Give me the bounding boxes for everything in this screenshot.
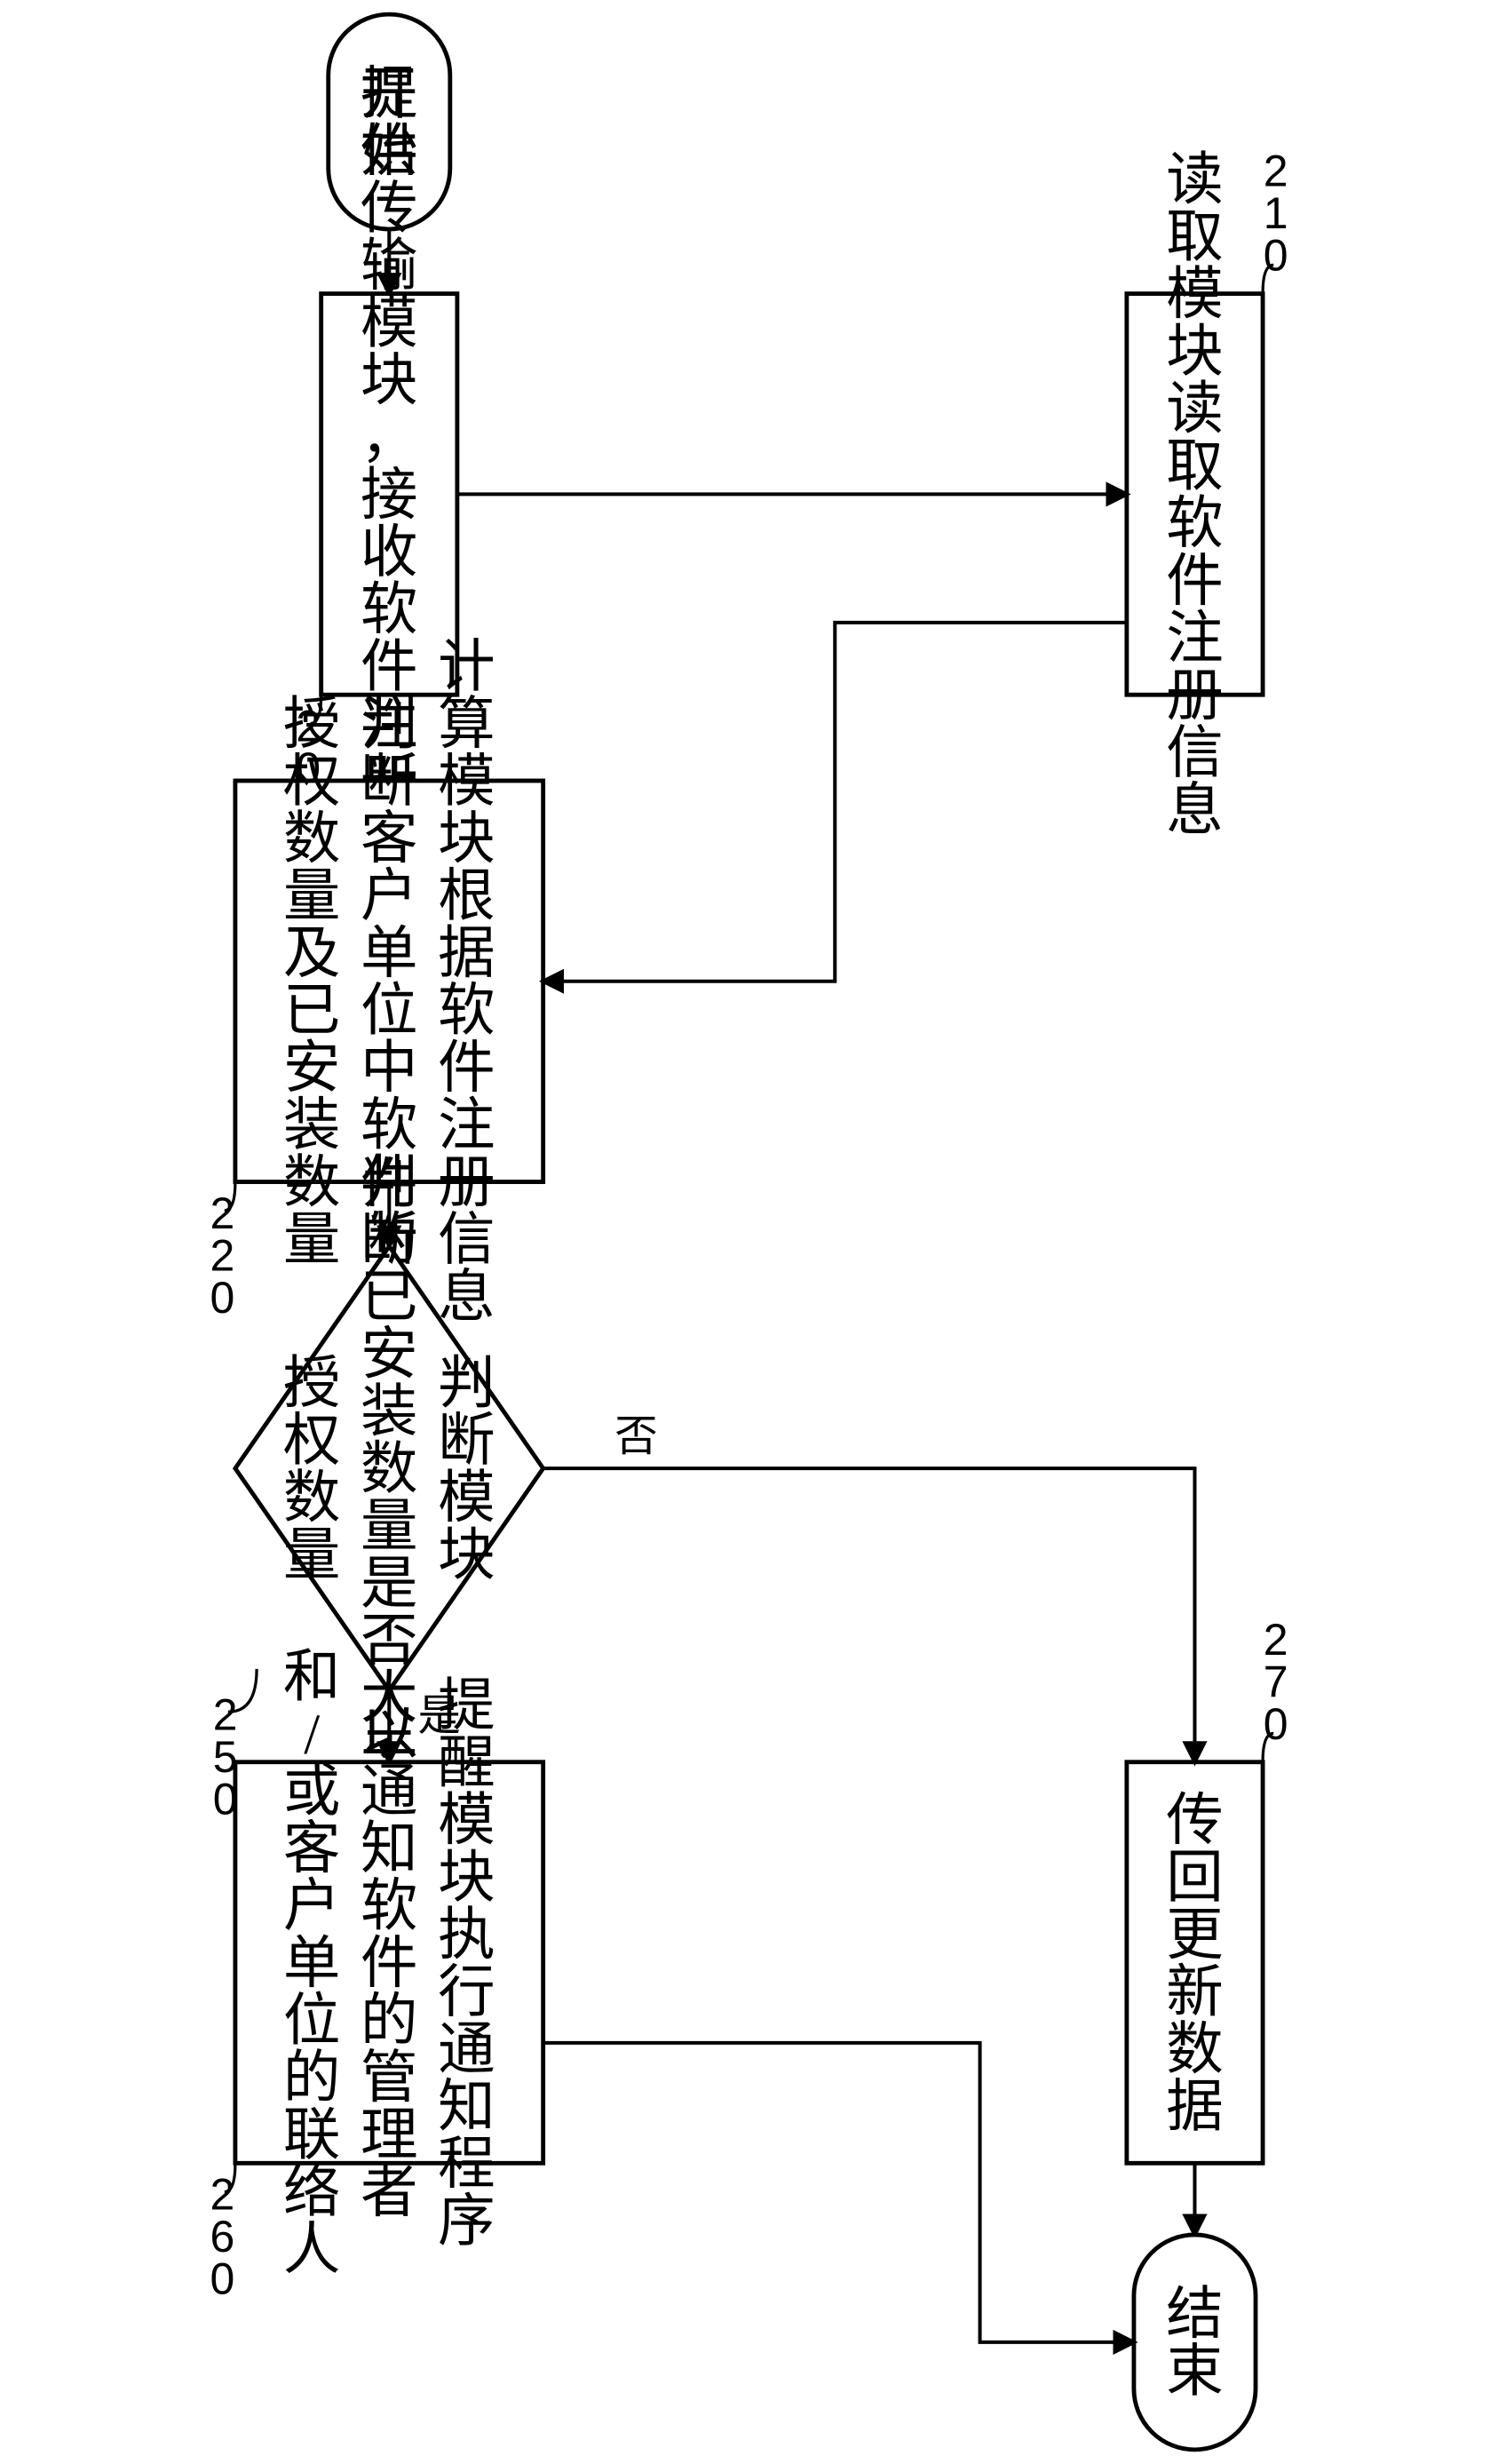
- node-260-label: 以通知软件的管理者: [361, 1703, 418, 2224]
- node-270-label: 传回更新数据: [1166, 1789, 1224, 2139]
- end-label: 结束: [1166, 2283, 1224, 2404]
- node-210-label: 读取模块读取软件注册信息: [1166, 148, 1224, 842]
- flow-arrow: [543, 623, 1127, 982]
- node-220-label: 计算模块根据软件注册信息: [438, 636, 495, 1330]
- node-260-label: 提醒模块执行通知程序: [438, 1674, 495, 2253]
- node-260-label: 和/或客户单位的联络人: [283, 1646, 341, 2282]
- ref-220: 220: [210, 1188, 234, 1323]
- ref-270: 270: [1264, 1615, 1288, 1749]
- node-220-label: 授权数量及已安装数量: [283, 693, 341, 1272]
- ref-260: 260: [210, 2170, 234, 2304]
- node-250-label: 授权数量: [283, 1352, 341, 1587]
- flow-arrow: [543, 2043, 1134, 2342]
- decision-no-label: 否: [614, 1413, 657, 1460]
- node-250-label: 判断模块: [438, 1352, 495, 1587]
- ref-210: 210: [1264, 147, 1288, 281]
- flow-arrow: [543, 1468, 1195, 1762]
